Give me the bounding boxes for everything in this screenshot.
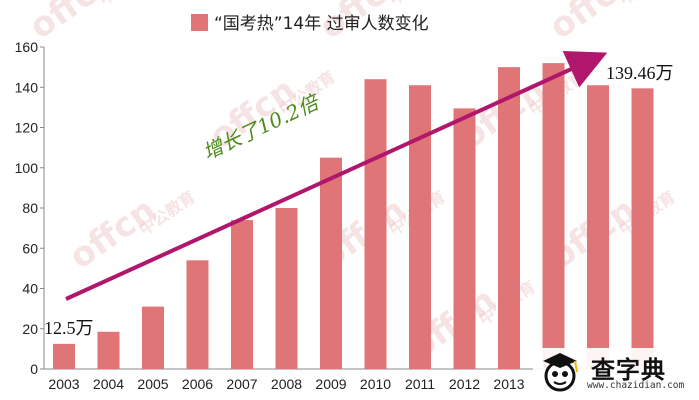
y-tick-label: 80 xyxy=(22,200,38,216)
bar-2003 xyxy=(53,343,75,369)
chart-title: “国考热”14年 过审人数变化 xyxy=(214,14,429,34)
trend-arrow xyxy=(65,51,608,301)
y-tick-label: 100 xyxy=(15,160,39,176)
x-tick-label: 2003 xyxy=(48,376,79,392)
bar-2014 xyxy=(542,63,565,369)
x-tick-label: 2010 xyxy=(360,376,391,392)
x-tick-label: 2008 xyxy=(271,376,302,392)
y-tick-label: 40 xyxy=(22,281,38,297)
logo-badge: 查字典 www.chazidian.com xyxy=(533,348,693,396)
bar-2011 xyxy=(409,85,431,370)
watermark-cn: 中公教育 xyxy=(615,0,678,9)
bar-2007 xyxy=(231,220,253,369)
y-tick-label: 60 xyxy=(22,240,38,256)
end-value-label: 139.46万 xyxy=(606,63,674,83)
x-tick-label: 2011 xyxy=(405,376,435,392)
bar-2009 xyxy=(320,157,342,369)
x-tick-label: 2013 xyxy=(493,376,524,392)
x-tick-label: 2006 xyxy=(182,376,213,392)
y-tick-label: 160 xyxy=(15,39,39,55)
watermark-cn: 中公教育 xyxy=(95,0,158,9)
y-tick-label: 140 xyxy=(15,79,39,95)
bar-2006 xyxy=(186,260,209,369)
watermark-layer: offcn中公教育offcn中公教育offcn中公教育offcn中公教育offc… xyxy=(22,0,679,367)
y-tick-label: 0 xyxy=(30,361,38,377)
x-tick-label: 2012 xyxy=(449,376,480,392)
legend-swatch xyxy=(191,14,208,31)
bar-2004 xyxy=(97,331,120,369)
logo-url: www.chazidian.com xyxy=(587,380,685,391)
x-tick-label: 2007 xyxy=(226,376,257,392)
x-tick-label: 2009 xyxy=(315,376,346,392)
bar-2005 xyxy=(142,306,164,369)
bar-2015 xyxy=(587,85,609,370)
start-value-label: 12.5万 xyxy=(44,318,94,338)
bar-group xyxy=(53,63,654,370)
bar-2016 xyxy=(631,88,654,370)
y-tick-label: 120 xyxy=(15,120,39,136)
y-tick-group: 0 20 40 60 80 100 120 140 160 xyxy=(15,39,44,377)
x-tick-label: 2005 xyxy=(137,376,168,392)
y-tick-label: 20 xyxy=(22,321,38,337)
bar-2012 xyxy=(453,108,476,369)
bar-2013 xyxy=(498,67,520,369)
logo-name: 查字典 xyxy=(591,356,666,384)
x-tick-group: 2003 2004 2005 2006 2007 2008 2009 2010 2011 2012… xyxy=(48,376,557,392)
x-tick-label: 2004 xyxy=(93,376,124,392)
mascot-icon xyxy=(543,353,578,392)
watermark-cn: 中公教育 xyxy=(385,0,448,9)
bar-2010 xyxy=(364,79,387,369)
bar-2008 xyxy=(275,208,298,369)
